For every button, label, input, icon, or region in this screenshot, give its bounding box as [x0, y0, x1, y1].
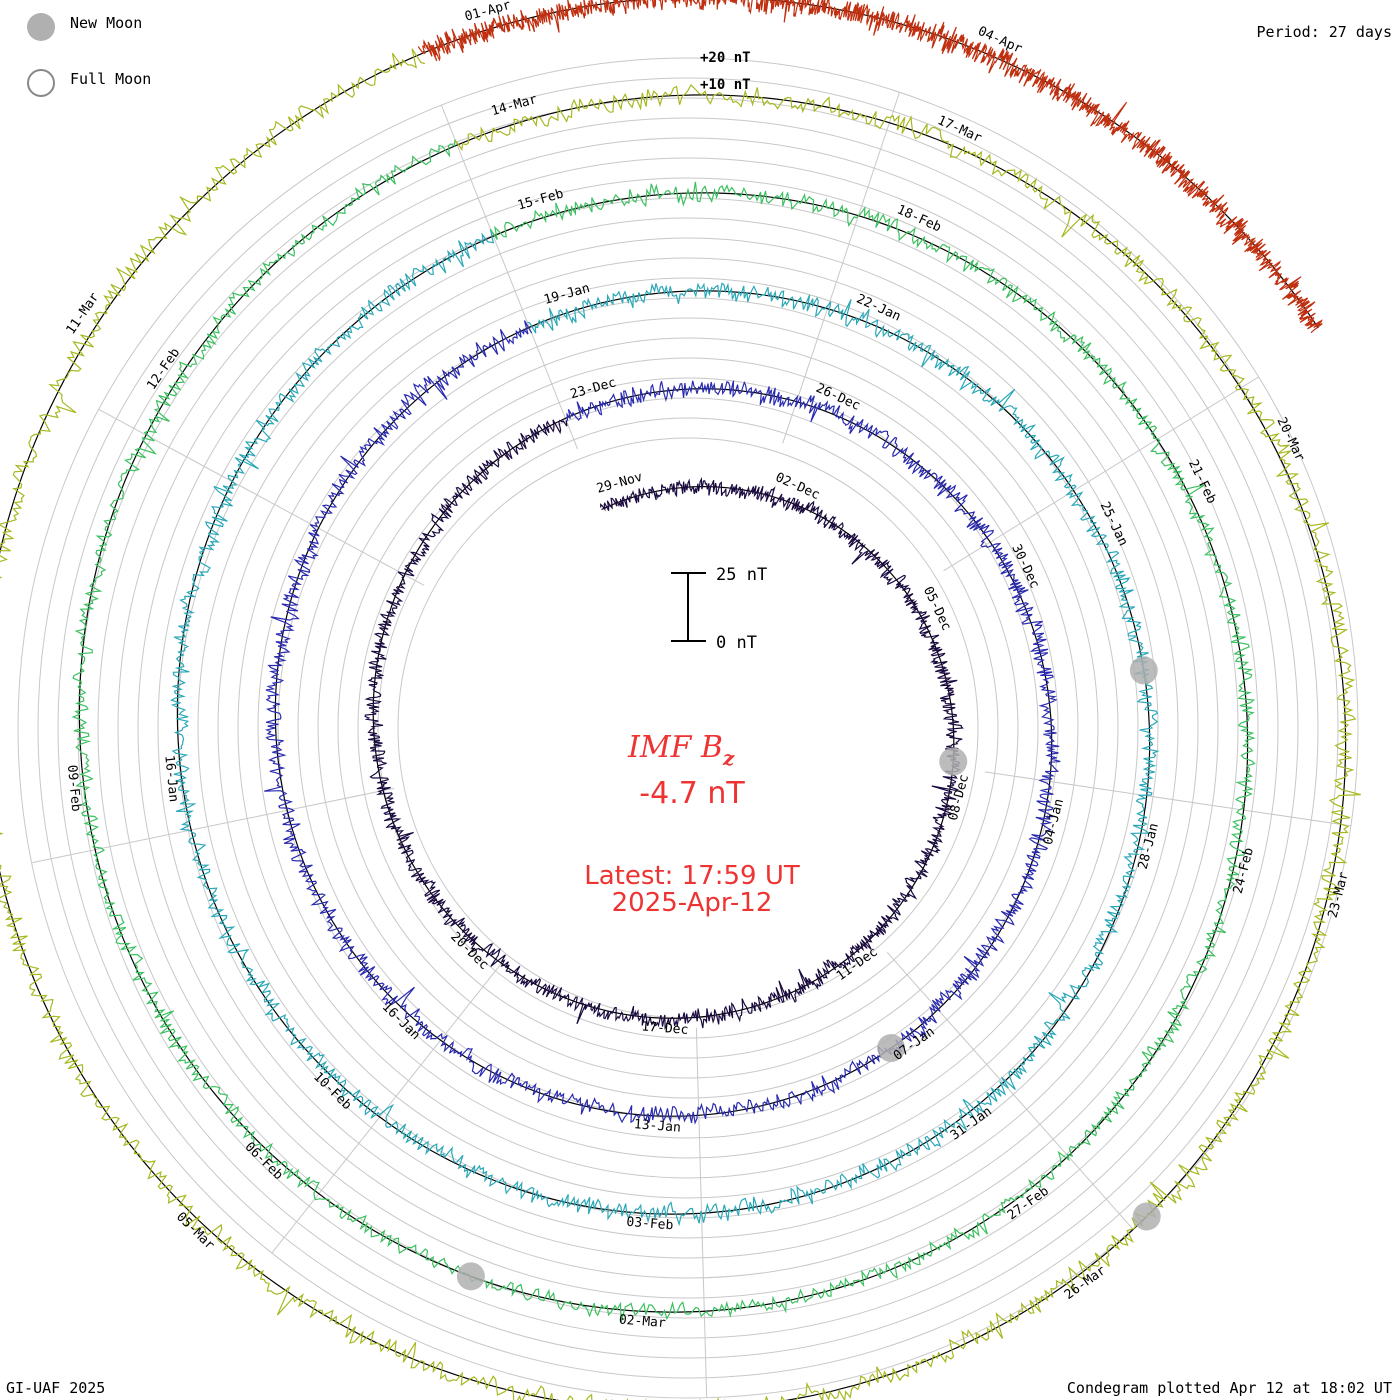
zero-reference-spiral: [0, 0, 1347, 1400]
grid-ring: [77, 117, 1299, 1339]
full-moon-label: Full Moon: [70, 70, 152, 88]
bz-trace-rotation-2: [264, 320, 1061, 1125]
date-label: 16-Jan: [161, 755, 181, 803]
chart-title-main: IMF B: [627, 730, 723, 765]
date-label: 23-Dec: [569, 375, 618, 402]
grid-ring: [157, 197, 1219, 1259]
new-moon-marker: [877, 1034, 906, 1063]
grid-ring: [257, 297, 1119, 1159]
ring-scale-label-20: +20 nT: [700, 50, 751, 66]
grid-ring: [117, 157, 1259, 1299]
new-moon-marker: [456, 1262, 485, 1291]
date-label: 13-Jan: [633, 1117, 681, 1136]
radial-spoke: [440, 104, 579, 450]
bz-trace-rotation-6: [417, 0, 1323, 334]
grid-ring: [277, 317, 1099, 1139]
grid-ring: [137, 177, 1239, 1279]
date-label: 14-Mar: [490, 92, 539, 119]
radial-spoke: [31, 787, 395, 864]
date-label: 17-Dec: [641, 1019, 689, 1038]
date-label: 19-Jan: [542, 281, 591, 308]
bz-trace-rotation-5: [0, 48, 1361, 1400]
data-traces: [0, 0, 1361, 1400]
radial-spoke: [782, 92, 900, 444]
chart-title-sub: z: [722, 746, 735, 770]
radial-spoke: [98, 408, 425, 586]
date-label: 03-Feb: [626, 1215, 674, 1234]
radial-spoke: [984, 771, 1351, 827]
scale-bar-bottom-label: 0 nT: [716, 633, 757, 653]
grid-ring: [217, 257, 1159, 1199]
bz-trace-rotation-4: [71, 139, 1256, 1322]
grid-ring: [17, 57, 1359, 1399]
latest-time: Latest: 17:59 UT: [584, 861, 800, 891]
date-label: 09-Feb: [64, 764, 84, 812]
grid-ring: [377, 417, 999, 1039]
grid-ring: [237, 277, 1139, 1179]
footer-plot-time: Condegram plotted Apr 12 at 18:02 UT: [1066, 1379, 1392, 1397]
date-label: 24-Feb: [1231, 846, 1257, 895]
date-label: 28-Jan: [1136, 822, 1162, 871]
grid-ring: [197, 237, 1179, 1219]
grid-ring: [97, 137, 1279, 1319]
bz-trace-rotation-1: [364, 419, 964, 1030]
latest-date: 2025-Apr-12: [612, 888, 773, 918]
grid-ring: [317, 357, 1059, 1099]
radial-spoke: [943, 376, 1259, 572]
new-moon-marker: [1132, 1202, 1161, 1231]
radial-spoke: [886, 952, 1134, 1230]
radial-spoke: [271, 962, 503, 1254]
grid-ring: [57, 97, 1319, 1359]
date-label: 29-Nov: [595, 470, 644, 497]
grid-ring: [397, 437, 979, 1019]
grid-ring: [357, 397, 1019, 1059]
grid-ring: [337, 377, 1039, 1079]
period-label: Period: 27 days: [1256, 23, 1392, 41]
grid-ring: [37, 77, 1339, 1379]
grid-ring: [297, 337, 1079, 1119]
date-label: 21-Feb: [1185, 457, 1219, 506]
footer-credit: GI-UAF 2025: [6, 1379, 106, 1397]
ring-scale-label-10: +10 nT: [700, 77, 751, 93]
full-moon-icon: [27, 69, 55, 97]
moon-markers: [456, 656, 1161, 1291]
new-moon-marker: [1129, 656, 1158, 685]
bz-trace-rotation-3: [169, 228, 1160, 1227]
scale-bar-top-label: 25 nT: [716, 565, 767, 585]
scale-bar: 25 nT 0 nT: [671, 565, 767, 653]
new-moon-marker: [939, 747, 968, 776]
chart-title: IMF Bz: [627, 730, 735, 770]
zero-spiral: [0, 0, 1347, 1400]
date-label: 05-Dec: [920, 584, 954, 633]
new-moon-icon: [27, 13, 55, 41]
date-label: 02-Mar: [618, 1313, 666, 1332]
current-value: -4.7 nT: [639, 776, 745, 811]
new-moon-label: New Moon: [70, 14, 143, 32]
grid-rings: [17, 57, 1359, 1399]
